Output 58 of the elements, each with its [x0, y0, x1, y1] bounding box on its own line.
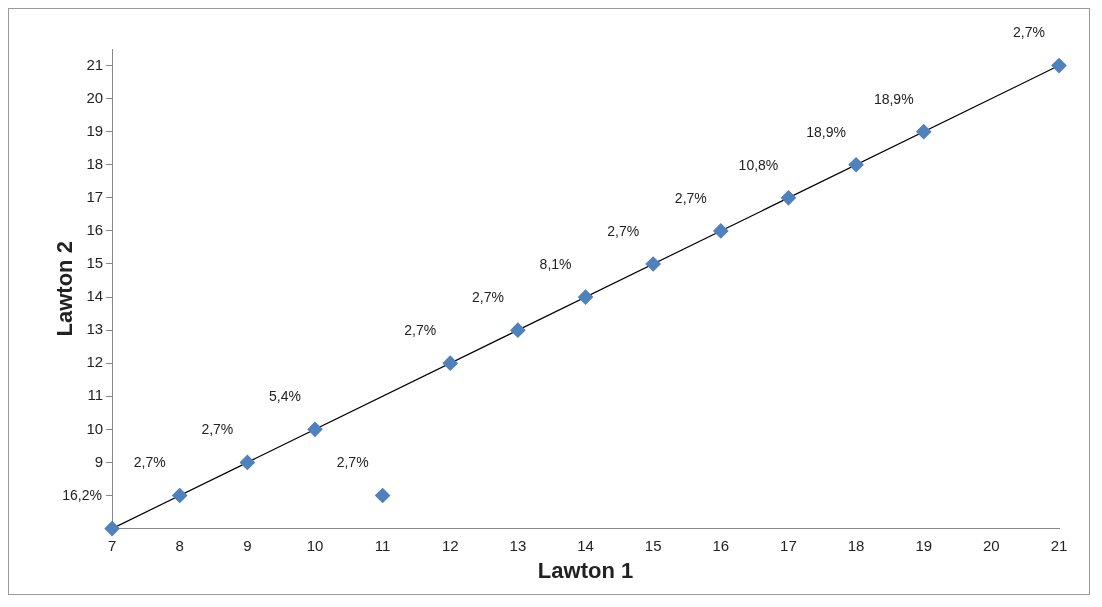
annotation: 18,9% [806, 123, 846, 140]
y-tick-label: 15 [86, 254, 104, 272]
x-tick-label: 10 [306, 536, 324, 554]
x-tick-label: 7 [107, 536, 117, 554]
y-tick-label: 19 [86, 121, 104, 139]
annotation: 2,7% [404, 322, 437, 339]
point [307, 421, 323, 437]
y-tick-label: 20 [86, 88, 104, 106]
x-tick-label: 18 [847, 536, 865, 554]
x-tick-label: 19 [915, 536, 933, 554]
x-tick-label: 17 [780, 536, 797, 554]
x-tick-label: 11 [374, 536, 391, 554]
y-tick-label: 18 [86, 154, 104, 172]
point [848, 157, 864, 173]
x-tick-label: 8 [175, 536, 184, 554]
point [375, 487, 391, 504]
y-tick-label: 16 [86, 221, 104, 239]
x-tick-label: 16 [712, 536, 730, 554]
annotation: 8,1% [539, 255, 572, 272]
point [442, 355, 458, 371]
point [1051, 57, 1067, 74]
point [510, 322, 526, 338]
y-tick-label: 12 [86, 353, 104, 371]
x-tick-label: 21 [1050, 536, 1068, 554]
point [239, 454, 255, 471]
annotation: 2,7% [607, 222, 640, 239]
y-tick-label: 21 [86, 55, 104, 73]
annotation: 2,7% [336, 454, 369, 471]
point [172, 487, 188, 504]
annotation: 2,7% [471, 289, 504, 305]
x-axis-title: Lawton 1 [537, 557, 634, 583]
annotation: 10,8% [738, 156, 779, 173]
x-tick-label: 13 [509, 536, 527, 554]
y-tick-label: 10 [86, 419, 104, 437]
point [104, 521, 120, 537]
point [645, 256, 661, 272]
point [916, 124, 932, 140]
x-tick-label: 15 [644, 536, 662, 554]
annotation: 2,7% [1013, 24, 1045, 41]
x-tick-label: 9 [243, 536, 252, 554]
annotation: 18,9% [873, 90, 914, 107]
y-tick-label: 9 [94, 452, 104, 470]
x-tick-label: 14 [577, 536, 594, 554]
annotation: 2,7% [201, 421, 234, 438]
annotation: 16,2% [62, 487, 102, 504]
annotation: 2,7% [133, 454, 166, 471]
y-tick-label: 13 [86, 320, 104, 338]
annotation: 2,7% [674, 189, 707, 206]
point [713, 223, 729, 239]
y-tick-label: 17 [86, 187, 104, 205]
point [577, 289, 594, 305]
x-tick-label: 20 [983, 536, 1000, 554]
x-tick-label: 12 [441, 536, 459, 554]
y-tick-label: 11 [87, 386, 104, 404]
point [780, 190, 797, 206]
annotation: 5,4% [269, 388, 301, 405]
y-tick-label: 14 [86, 287, 104, 305]
y-axis-title: Lawton 2 [52, 241, 78, 337]
